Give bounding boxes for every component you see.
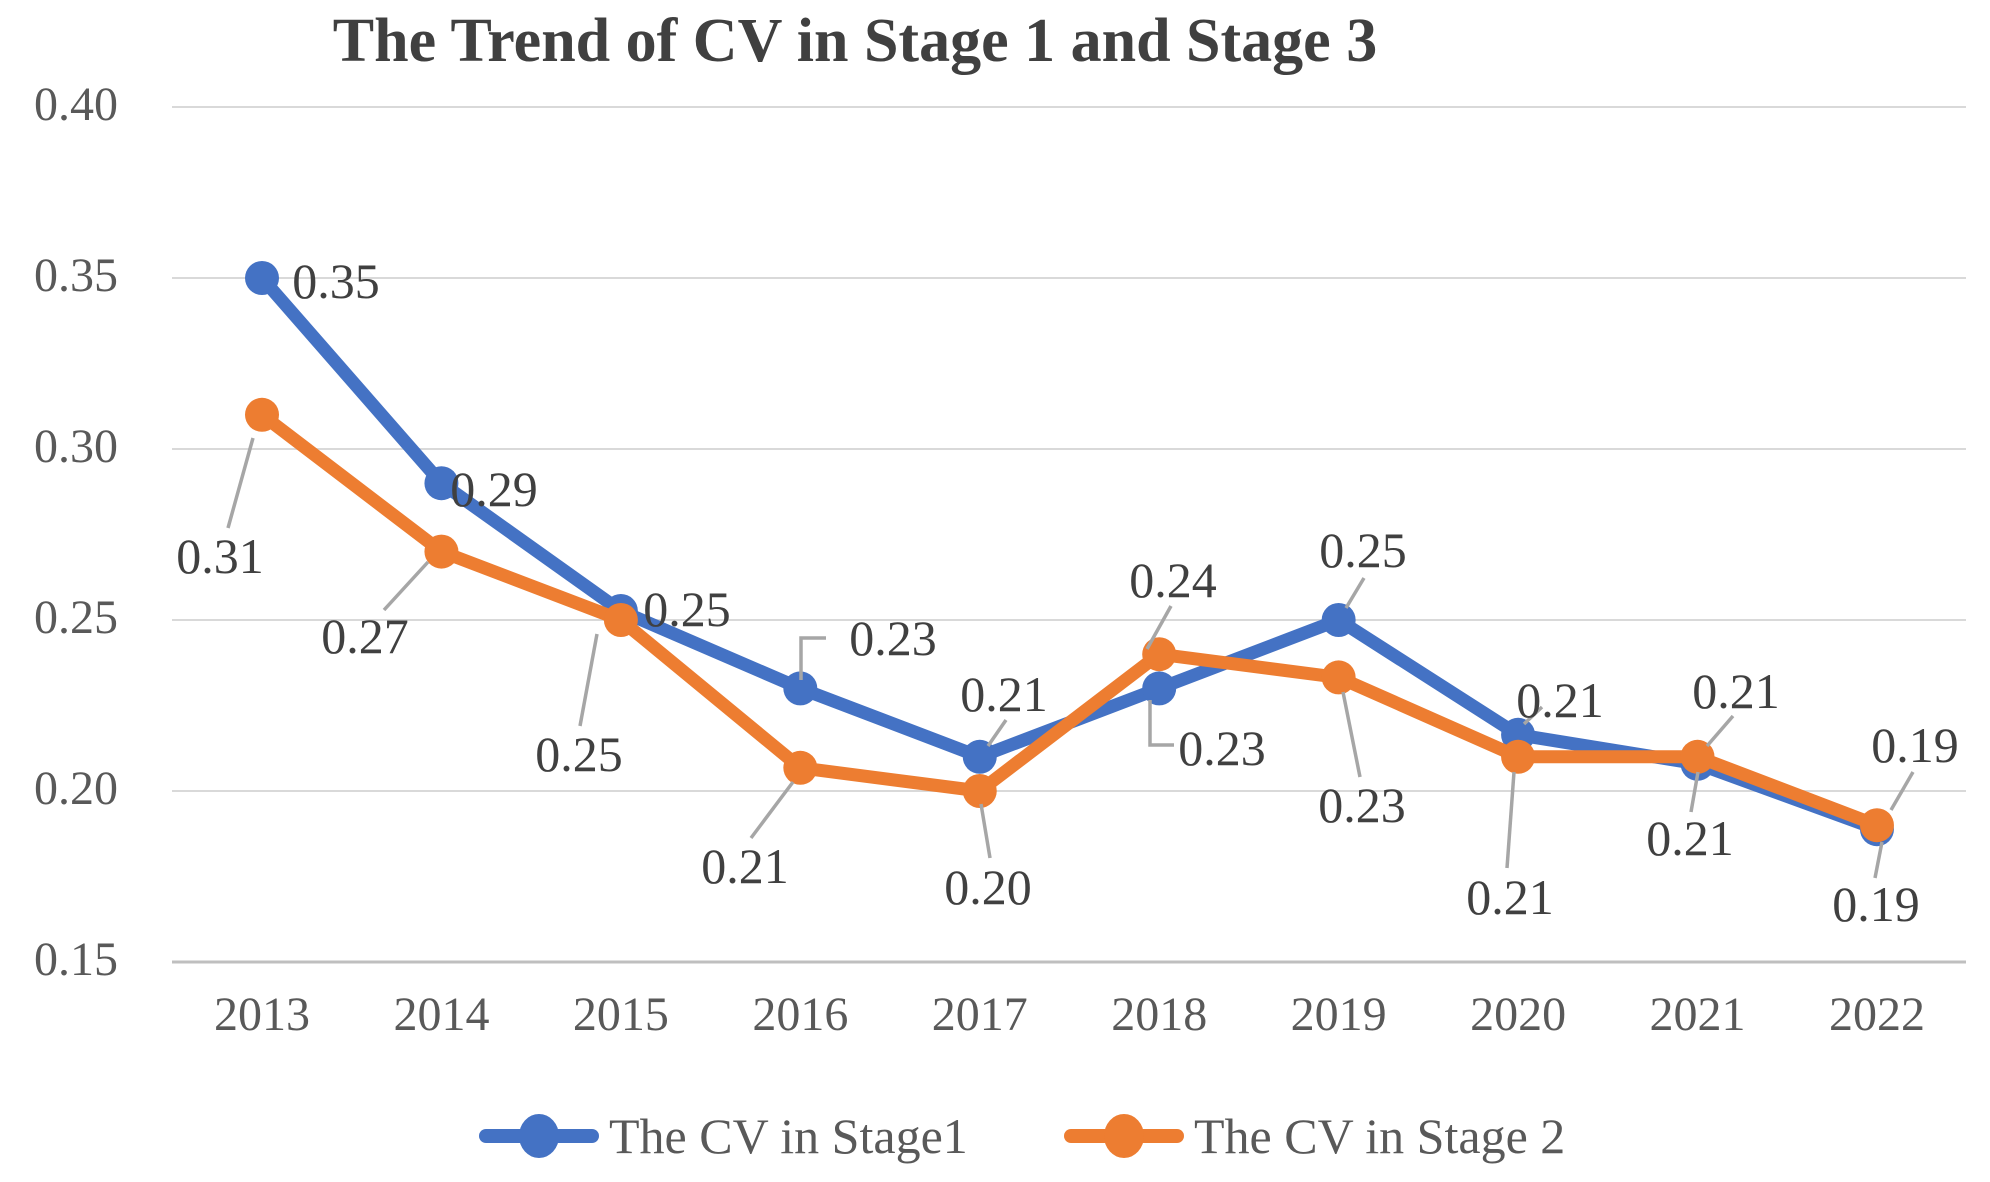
data-label-series2-2022: 0.19 — [1871, 717, 1959, 773]
y-tick-label: 0.35 — [34, 249, 118, 302]
leader-line-series2-2013 — [226, 437, 255, 529]
data-label-series1-2021: 0.21 — [1646, 810, 1734, 866]
leader-line-series2-2016 — [749, 780, 795, 840]
data-label-series2-2019: 0.23 — [1318, 777, 1406, 833]
data-label-series1-2019: 0.25 — [1319, 522, 1407, 578]
data-point-series1-2014 — [424, 466, 459, 501]
y-tick-label: 0.20 — [34, 762, 118, 815]
data-point-series1-2018 — [1142, 671, 1177, 706]
data-label-series1-2014: 0.29 — [450, 461, 538, 517]
leader-line-series1-2017 — [986, 719, 1008, 747]
legend-label-stage1: The CV in Stage1 — [609, 1108, 968, 1164]
x-tick-label-2022: 2022 — [1829, 988, 1925, 1041]
data-label-series1-2020: 0.21 — [1516, 672, 1604, 728]
data-label-series2-2016: 0.21 — [701, 838, 789, 894]
data-point-series2-2018 — [1142, 637, 1177, 672]
data-point-series2-2016 — [783, 750, 818, 785]
x-tick-label-2018: 2018 — [1111, 988, 1207, 1041]
data-label-series2-2013: 0.31 — [176, 528, 264, 584]
data-label-series1-2022: 0.19 — [1832, 876, 1920, 932]
leader-line-series2-2021 — [1705, 714, 1735, 748]
data-point-series2-2013 — [245, 397, 279, 432]
leader-line-series1-2016 — [799, 636, 826, 680]
data-point-series1-2013 — [245, 261, 279, 295]
leader-line-series1-2021 — [1689, 771, 1700, 813]
data-label-series2-2014: 0.27 — [321, 608, 409, 664]
leader-line-series1-2018 — [1148, 700, 1174, 747]
y-tick-label: 0.25 — [34, 591, 118, 644]
x-tick-label-2017: 2017 — [932, 988, 1028, 1041]
leader-line-series2-2022 — [1889, 771, 1915, 811]
y-tick-label: 0.15 — [34, 933, 118, 986]
leader-line-series2-2014 — [382, 560, 430, 612]
y-tick-label: 0.30 — [34, 420, 118, 473]
data-point-series2-2020 — [1501, 739, 1536, 774]
data-label-series2-2017: 0.20 — [944, 859, 1032, 915]
series-line-1 — [255, 271, 1884, 836]
data-label-series2-2015: 0.25 — [535, 726, 623, 782]
data-point-series2-2017 — [962, 774, 997, 808]
leader-line-series1-2020 — [1522, 705, 1544, 726]
leader-line-series2-2018 — [1145, 605, 1173, 650]
data-point-series2-2019 — [1321, 660, 1356, 695]
x-tick-label-2015: 2015 — [573, 988, 669, 1041]
data-point-series2-2014 — [424, 534, 459, 569]
leader-line-series2-2015 — [578, 633, 599, 727]
data-label-series2-2020: 0.21 — [1466, 869, 1554, 925]
legend-item-stage2: The CV in Stage 2 — [1063, 1108, 1565, 1164]
data-point-series1-2017 — [962, 739, 997, 774]
leader-line-series2-2020 — [1505, 771, 1516, 869]
data-label-series1-2015: 0.25 — [643, 581, 731, 637]
x-tick-label-2014: 2014 — [393, 988, 489, 1041]
legend-label-stage2: The CV in Stage 2 — [1194, 1108, 1566, 1164]
data-label-series2-2021: 0.21 — [1692, 663, 1780, 719]
data-label-series2-2018: 0.24 — [1129, 552, 1217, 608]
y-tick-label: 0.40 — [34, 78, 118, 131]
series-line-2 — [255, 408, 1884, 832]
chart-title: The Trend of CV in Stage 1 and Stage 3 — [332, 7, 1378, 75]
x-tick-label-2020: 2020 — [1470, 988, 1566, 1041]
leader-line-series1-2022 — [1873, 841, 1884, 879]
data-label-series1-2018: 0.23 — [1178, 720, 1266, 776]
legend-marker-line-dot-icon — [479, 1114, 599, 1158]
x-tick-label-2019: 2019 — [1291, 988, 1387, 1041]
data-label-series1-2017: 0.21 — [960, 666, 1048, 722]
x-tick-label-2021: 2021 — [1650, 988, 1746, 1041]
leader-line-series2-2017 — [979, 803, 992, 859]
data-label-series1-2013: 0.35 — [292, 253, 380, 309]
data-point-series2-2015 — [603, 603, 638, 637]
legend-item-stage1: The CV in Stage1 — [478, 1108, 968, 1164]
leader-line-series2-2019 — [1341, 691, 1362, 778]
x-tick-label-2016: 2016 — [752, 988, 848, 1041]
data-point-series1-2019 — [1321, 603, 1356, 637]
x-tick-label-2013: 2013 — [214, 988, 310, 1041]
data-label-series1-2016: 0.23 — [849, 610, 937, 666]
legend-marker-line-dot-icon — [1064, 1114, 1184, 1158]
leader-line-series1-2019 — [1344, 577, 1366, 609]
data-point-series2-2021 — [1680, 739, 1715, 774]
data-point-series1-2016 — [783, 671, 818, 706]
chart-legend: The CV in Stage1 The CV in Stage 2 — [0, 1108, 1990, 1168]
data-point-series2-2022 — [1859, 808, 1894, 843]
